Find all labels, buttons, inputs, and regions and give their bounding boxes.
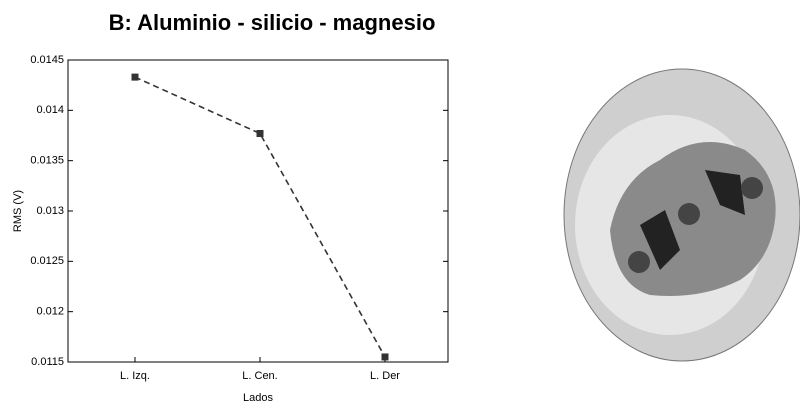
x-tick-label: L. Cen.: [242, 370, 277, 382]
plot-frame: [67, 59, 449, 363]
y-tick-label: 0.012: [36, 306, 64, 318]
data-line: [134, 76, 386, 358]
x-axis-label: Lados: [243, 392, 273, 404]
data-point: [381, 353, 389, 361]
y-tick-label: 0.013: [36, 205, 64, 217]
y-tick-label: 0.0115: [31, 356, 64, 368]
chart-title: B: Aluminio - silicio - magnesio: [109, 10, 436, 35]
y-tick-label: 0.014: [36, 104, 64, 116]
y-tick-label: 0.0125: [30, 255, 64, 267]
data-point: [256, 129, 264, 137]
data-point: [131, 73, 139, 81]
sample-void: [705, 170, 745, 215]
y-tick-label: 0.0135: [30, 155, 64, 167]
sample-spot: [628, 251, 650, 273]
sample-spot: [678, 203, 700, 225]
sample-spot: [741, 177, 763, 199]
sample-void: [640, 210, 680, 270]
x-tick-label: L. Izq.: [120, 370, 150, 382]
sample-photo: [563, 68, 800, 362]
y-tick-label: 0.0145: [30, 54, 64, 66]
x-tick-label: L. Der: [370, 370, 400, 382]
y-axis-label: RMS (V): [12, 190, 24, 232]
